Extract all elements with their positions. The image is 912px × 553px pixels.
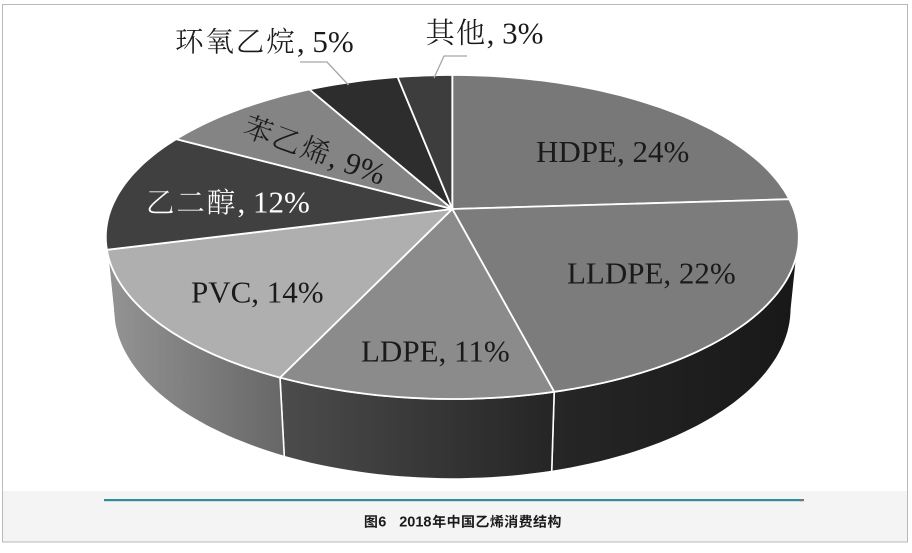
svg-text:PVC, 14%: PVC, 14%: [191, 274, 324, 309]
svg-text:LDPE, 11%: LDPE, 11%: [361, 334, 510, 369]
svg-text:6: 6: [378, 515, 386, 531]
svg-text:, 12%: , 12%: [238, 185, 310, 220]
svg-text:, 3%: , 3%: [487, 16, 544, 51]
svg-text:, 5%: , 5%: [297, 24, 354, 59]
svg-text:HDPE, 24%: HDPE, 24%: [536, 134, 689, 169]
svg-text:LLDPE, 22%: LLDPE, 22%: [567, 256, 736, 291]
svg-text:2018: 2018: [399, 515, 431, 531]
